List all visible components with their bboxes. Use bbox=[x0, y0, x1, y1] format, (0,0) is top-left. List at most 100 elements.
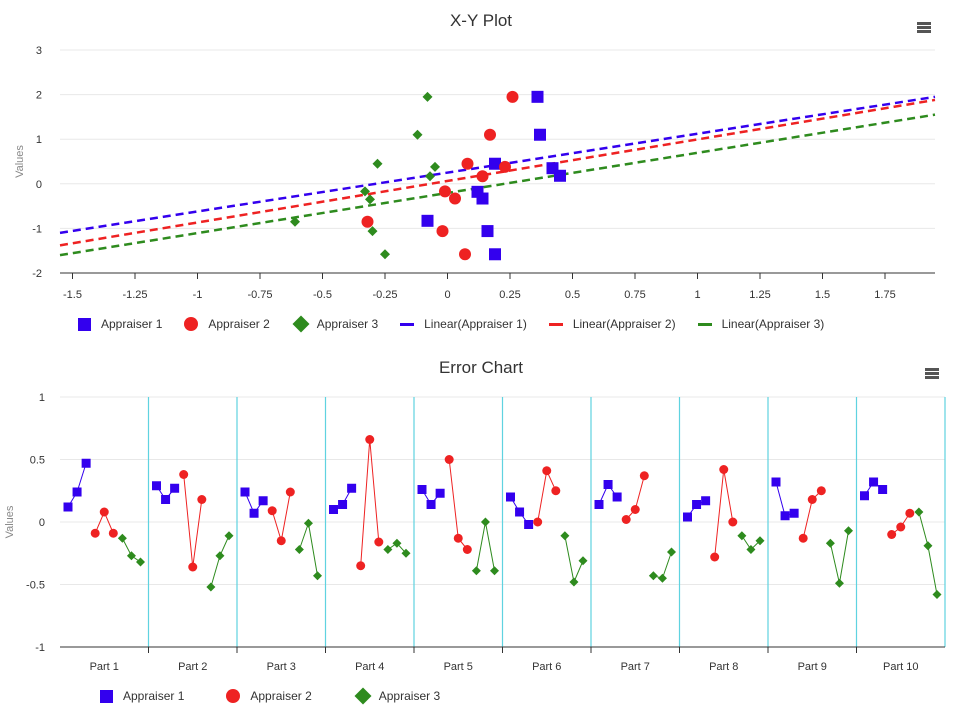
error-chart-canvas: -1 -0.5 0 0.5 1 Part 1 Part 2 Part 3 Part 4 Part … bbox=[4, 392, 946, 673]
x-category-label: Part 2 bbox=[178, 661, 207, 673]
data-point bbox=[825, 538, 835, 548]
legend-item-appraiser-1[interactable]: Appraiser 1 bbox=[100, 689, 184, 703]
legend-item-appraiser-3[interactable]: Appraiser 3 bbox=[354, 687, 440, 705]
x-tick-label: 0 bbox=[444, 289, 450, 301]
dash-legend-icon bbox=[548, 322, 563, 326]
data-point bbox=[338, 500, 348, 509]
data-point bbox=[313, 571, 322, 581]
y-tick-label: 0 bbox=[36, 179, 42, 191]
data-point bbox=[719, 465, 729, 474]
x-tick-label: -0.75 bbox=[247, 289, 272, 301]
legend-item-appraiser-3[interactable]: Appraiser 3 bbox=[292, 315, 378, 333]
data-point bbox=[789, 508, 799, 518]
data-point bbox=[798, 533, 808, 543]
data-point bbox=[534, 128, 546, 141]
legend-item-linear-appraiser-3[interactable]: Linear(Appraiser 3) bbox=[697, 317, 825, 331]
x-tick-label: 0.25 bbox=[499, 289, 520, 301]
data-point bbox=[461, 157, 474, 170]
data-point bbox=[136, 557, 145, 567]
data-point bbox=[453, 533, 463, 543]
data-point bbox=[425, 171, 435, 182]
data-point bbox=[710, 552, 720, 562]
hamburger-menu-icon[interactable] bbox=[915, 20, 933, 34]
legend-item-appraiser-2[interactable]: Appraiser 2 bbox=[226, 689, 312, 703]
data-point bbox=[329, 505, 338, 514]
data-point bbox=[206, 582, 216, 592]
data-point bbox=[481, 225, 494, 238]
data-point bbox=[499, 160, 511, 173]
y-tick-label: -1 bbox=[32, 223, 42, 235]
data-point bbox=[63, 502, 73, 512]
series-line bbox=[360, 439, 380, 566]
data-point bbox=[542, 466, 552, 476]
legend-item-linear-appraiser-1[interactable]: Linear(Appraiser 1) bbox=[400, 317, 527, 331]
series-line bbox=[67, 463, 87, 508]
data-point bbox=[844, 526, 853, 536]
data-point bbox=[258, 496, 268, 506]
data-point bbox=[807, 495, 817, 504]
data-point bbox=[72, 487, 82, 497]
data-point bbox=[290, 216, 300, 227]
data-point bbox=[533, 517, 543, 527]
legend-label: Appraiser 1 bbox=[123, 689, 185, 703]
data-point bbox=[365, 194, 375, 205]
data-point bbox=[476, 170, 489, 183]
data-point bbox=[914, 507, 924, 517]
data-point bbox=[887, 530, 897, 539]
data-point bbox=[490, 566, 499, 576]
x-category-label: Part 6 bbox=[532, 661, 561, 673]
error-chart-legend: Appraiser 1 Appraiser 2 Appraiser 3 bbox=[100, 687, 462, 705]
legend-label: Appraiser 2 bbox=[208, 317, 270, 331]
data-point bbox=[594, 500, 604, 509]
data-point bbox=[303, 518, 313, 528]
data-point bbox=[569, 577, 579, 587]
data-point bbox=[476, 192, 489, 205]
xy-plot-title: X-Y Plot bbox=[449, 11, 513, 30]
data-point bbox=[869, 477, 879, 487]
square-legend-icon bbox=[78, 317, 91, 331]
data-point bbox=[421, 214, 434, 227]
legend-label: Appraiser 2 bbox=[250, 689, 312, 703]
legend-item-appraiser-1[interactable]: Appraiser 1 bbox=[78, 317, 162, 331]
data-point bbox=[356, 561, 366, 571]
data-point bbox=[347, 483, 357, 493]
data-point bbox=[515, 507, 525, 517]
data-point bbox=[755, 536, 765, 546]
y-tick-label: 1 bbox=[39, 392, 45, 404]
y-tick-label: -2 bbox=[32, 268, 42, 280]
data-point bbox=[506, 492, 515, 502]
data-point bbox=[117, 533, 127, 543]
data-point bbox=[737, 531, 747, 541]
x-tick-label: 1 bbox=[694, 289, 700, 301]
legend-label: Linear(Appraiser 3) bbox=[721, 317, 825, 331]
data-point bbox=[179, 470, 189, 479]
data-point bbox=[780, 511, 790, 521]
xy-plot-legend: Appraiser 1 Appraiser 2 Appraiser 3 Line… bbox=[78, 315, 846, 333]
series-line bbox=[183, 474, 203, 568]
x-tick-label: 0.75 bbox=[624, 289, 645, 301]
x-tick-label: 0.5 bbox=[565, 289, 580, 301]
data-point bbox=[361, 215, 374, 228]
x-tick-label: -1.25 bbox=[122, 289, 147, 301]
data-point bbox=[932, 590, 942, 599]
data-point bbox=[224, 531, 234, 541]
data-point bbox=[667, 547, 676, 557]
data-point bbox=[436, 225, 449, 238]
y-tick-label: 2 bbox=[36, 90, 42, 102]
data-point bbox=[560, 531, 570, 541]
series-line bbox=[475, 521, 495, 571]
legend-item-linear-appraiser-2[interactable]: Linear(Appraiser 2) bbox=[548, 317, 676, 331]
data-point bbox=[380, 249, 390, 260]
data-point bbox=[639, 471, 649, 481]
data-point bbox=[923, 541, 933, 551]
legend-item-appraiser-2[interactable]: Appraiser 2 bbox=[184, 317, 270, 331]
data-point bbox=[81, 458, 91, 468]
series-line bbox=[714, 469, 734, 558]
hamburger-menu-icon[interactable] bbox=[923, 366, 941, 380]
data-point bbox=[99, 507, 109, 517]
data-point bbox=[240, 487, 250, 497]
data-point bbox=[484, 128, 496, 141]
y-tick-label: 0.5 bbox=[30, 455, 45, 467]
data-point bbox=[444, 455, 454, 464]
data-point bbox=[531, 90, 544, 103]
